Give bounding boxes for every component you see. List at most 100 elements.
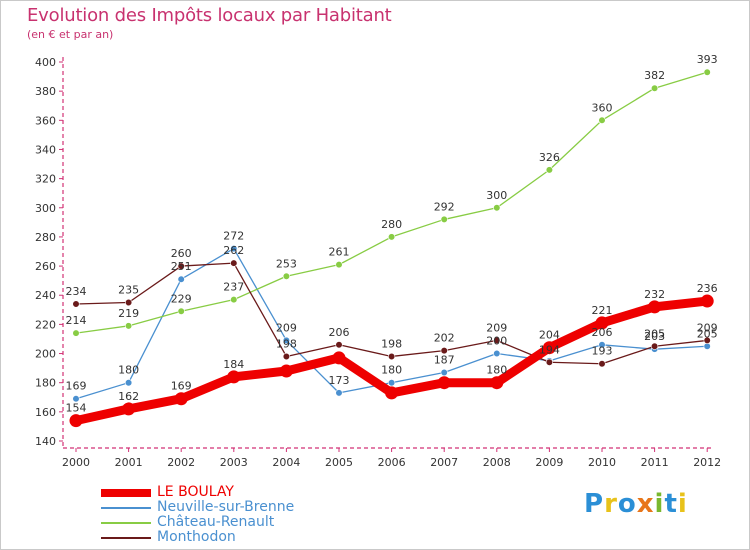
data-point	[69, 414, 83, 428]
data-label: 221	[592, 304, 613, 317]
x-tick-label: 2006	[378, 456, 406, 469]
y-tick-label: 340	[35, 143, 56, 156]
data-label: 169	[66, 380, 87, 393]
x-tick-label: 2005	[325, 456, 353, 469]
data-point	[335, 261, 343, 269]
data-label: 194	[539, 343, 560, 356]
legend-item: Château-Renault	[101, 515, 294, 530]
data-label: 204	[539, 329, 560, 342]
x-tick-label: 2011	[641, 456, 669, 469]
legend-label: Neuville-sur-Brenne	[157, 499, 295, 515]
data-label: 214	[66, 314, 87, 327]
x-tick-label: 2003	[220, 456, 248, 469]
data-point	[385, 386, 399, 400]
data-label: 229	[171, 292, 192, 305]
data-point	[703, 336, 711, 345]
data-label: 184	[223, 358, 244, 371]
data-label: 251	[171, 260, 192, 273]
data-point	[650, 84, 659, 92]
data-point	[174, 392, 188, 406]
y-tick-label: 180	[35, 377, 56, 390]
x-tick-label: 2009	[535, 456, 563, 469]
data-label: 202	[434, 332, 455, 345]
logo-letter: i	[677, 489, 688, 519]
data-point	[282, 272, 291, 280]
data-point	[595, 316, 609, 330]
data-label: 205	[644, 327, 665, 340]
x-tick-label: 2008	[483, 456, 511, 469]
y-tick-label: 280	[35, 231, 56, 244]
data-label: 162	[118, 390, 139, 403]
logo-letter: o	[617, 489, 637, 519]
data-label: 236	[697, 282, 718, 295]
data-point	[440, 347, 448, 355]
data-point	[282, 336, 291, 345]
data-point	[440, 215, 448, 224]
legend: LE BOULAY Neuville-sur-Brenne Château-Rena…	[101, 485, 294, 545]
data-point	[650, 342, 659, 350]
data-point	[124, 379, 133, 387]
data-point	[648, 300, 662, 314]
data-point	[124, 322, 133, 330]
logo-letter: i	[654, 489, 665, 519]
x-tick-label: 2007	[430, 456, 458, 469]
legend-swatch	[101, 521, 151, 524]
data-label: 200	[486, 335, 507, 348]
data-point	[440, 368, 448, 377]
x-tick-label: 2004	[272, 456, 300, 469]
data-label: 300	[486, 189, 507, 202]
data-point	[598, 116, 606, 124]
data-point	[545, 358, 554, 366]
data-label: 272	[223, 230, 244, 243]
legend-label: Monthodon	[157, 529, 236, 545]
data-label: 154	[66, 402, 87, 415]
y-tick-label: 320	[35, 173, 56, 186]
data-label: 193	[592, 345, 613, 358]
data-point	[545, 166, 554, 174]
data-point	[598, 341, 606, 349]
data-label: 203	[644, 330, 665, 343]
y-tick-label: 300	[35, 202, 56, 215]
x-tick-label: 2001	[115, 456, 143, 469]
x-tick-label: 2010	[588, 456, 616, 469]
data-point	[230, 296, 238, 304]
data-point	[335, 341, 343, 349]
data-label: 280	[381, 218, 402, 231]
data-label: 232	[644, 288, 665, 301]
data-point	[490, 376, 504, 390]
y-tick-label: 220	[35, 318, 56, 331]
data-label: 382	[644, 69, 665, 82]
data-point	[437, 376, 451, 390]
data-point	[72, 395, 80, 403]
data-point	[335, 389, 343, 397]
data-label: 237	[223, 281, 244, 294]
data-point	[72, 300, 80, 308]
logo-letter: t	[664, 489, 678, 519]
data-label: 292	[434, 200, 455, 213]
legend-swatch	[101, 536, 151, 539]
data-point	[177, 307, 185, 315]
data-point	[703, 68, 711, 76]
data-point	[598, 360, 606, 368]
data-point	[388, 379, 396, 387]
data-label: 253	[276, 257, 297, 270]
data-point	[493, 204, 501, 212]
proxiti-logo: Proxiti	[584, 489, 688, 519]
data-point	[177, 275, 185, 283]
data-label: 262	[223, 244, 244, 257]
data-point	[230, 259, 238, 267]
y-tick-label: 200	[35, 348, 56, 361]
data-label: 198	[381, 337, 402, 350]
data-label: 234	[66, 285, 87, 298]
data-label: 260	[171, 247, 192, 260]
data-point	[124, 298, 133, 307]
data-label: 173	[329, 374, 350, 387]
y-tick-label: 240	[35, 289, 56, 302]
data-point	[332, 351, 346, 365]
data-label: 205	[697, 327, 718, 340]
x-tick-label: 2002	[167, 456, 195, 469]
data-label: 180	[118, 364, 139, 377]
data-point	[388, 233, 396, 241]
